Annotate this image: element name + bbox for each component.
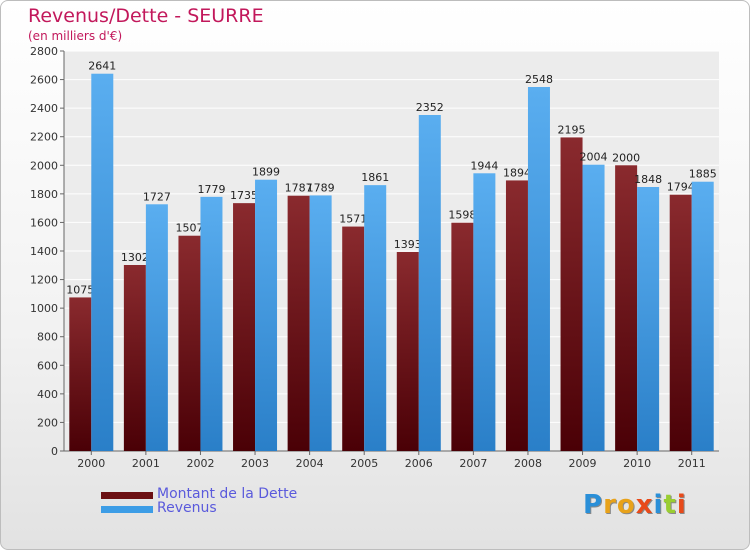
bar-dette	[342, 226, 365, 451]
x-tick-label: 2000	[77, 457, 105, 470]
y-tick-label: 1200	[30, 274, 58, 287]
bar-dette	[233, 203, 256, 451]
bar-revenus	[309, 195, 332, 451]
data-label-revenus: 1848	[634, 173, 662, 186]
data-label-revenus: 2352	[416, 101, 444, 114]
x-tick-label: 2001	[132, 457, 160, 470]
data-label-dette: 2195	[558, 123, 586, 136]
bar-revenus	[255, 179, 278, 451]
data-label-dette: 1894	[503, 166, 531, 179]
bar-dette	[178, 235, 201, 451]
bar-dette	[123, 265, 146, 451]
y-tick-label: 1400	[30, 245, 58, 258]
y-tick-label: 1600	[30, 216, 58, 229]
data-label-dette: 1075	[66, 283, 94, 296]
bar-revenus	[200, 196, 223, 451]
x-tick-label: 2004	[296, 457, 324, 470]
chart-subtitle: (en milliers d'€)	[28, 29, 123, 43]
data-label-revenus: 1789	[307, 181, 335, 194]
y-tick-label: 2200	[30, 131, 58, 144]
data-label-dette: 1302	[121, 251, 149, 264]
y-tick-label: 1800	[30, 188, 58, 201]
y-tick-label: 2400	[30, 102, 58, 115]
bar-dette	[669, 194, 692, 451]
y-tick-label: 2800	[30, 45, 58, 58]
legend-label-revenus: Revenus	[157, 500, 217, 516]
x-tick-label: 2008	[514, 457, 542, 470]
x-tick-label: 2005	[350, 457, 378, 470]
y-tick-label: 2600	[30, 74, 58, 87]
x-tick-label: 2006	[405, 457, 433, 470]
bar-revenus	[691, 181, 714, 451]
data-label-dette: 2000	[612, 151, 640, 164]
data-label-revenus: 1944	[470, 159, 498, 172]
data-label-revenus: 1861	[361, 171, 389, 184]
y-tick-label: 1000	[30, 302, 58, 315]
data-label-revenus: 1899	[252, 166, 280, 179]
x-tick-label: 2003	[241, 457, 269, 470]
data-label-revenus: 1885	[689, 168, 717, 181]
bar-dette	[69, 297, 92, 451]
legend-swatch-revenus	[101, 506, 153, 513]
bar-dette	[287, 195, 310, 451]
bar-revenus	[364, 185, 387, 451]
data-label-dette: 1571	[339, 213, 367, 226]
bar-revenus	[91, 73, 114, 451]
data-label-revenus: 2641	[88, 60, 116, 73]
y-tick-label: 600	[37, 359, 58, 372]
bar-dette	[451, 222, 474, 451]
legend-label-dette: Montant de la Dette	[157, 486, 298, 502]
bar-dette	[615, 165, 638, 452]
data-label-revenus: 2004	[580, 151, 608, 164]
data-label-revenus: 2548	[525, 73, 553, 86]
data-label-dette: 1787	[285, 182, 313, 195]
data-label-dette: 1393	[394, 238, 422, 251]
data-label-dette: 1598	[448, 209, 476, 222]
x-tick-label: 2010	[623, 457, 651, 470]
data-label-revenus: 1779	[197, 183, 225, 196]
y-tick-label: 800	[37, 331, 58, 344]
bar-revenus	[145, 204, 168, 451]
data-label-dette: 1794	[667, 181, 695, 194]
bar-revenus	[637, 187, 660, 451]
data-label-dette: 1507	[175, 222, 203, 235]
x-tick-label: 2002	[186, 457, 214, 470]
bar-revenus	[527, 87, 550, 451]
y-tick-label: 0	[51, 445, 58, 458]
data-label-dette: 1735	[230, 189, 258, 202]
bar-revenus	[418, 115, 441, 451]
y-tick-label: 200	[37, 416, 58, 429]
x-tick-label: 2007	[459, 457, 487, 470]
bar-revenus	[473, 173, 496, 452]
bar-dette	[560, 137, 583, 451]
bar-dette	[505, 180, 528, 451]
data-label-revenus: 1727	[143, 190, 171, 203]
bar-dette	[396, 252, 419, 451]
x-tick-label: 2009	[569, 457, 597, 470]
bar-revenus	[582, 164, 605, 451]
x-tick-label: 2011	[678, 457, 706, 470]
chart-title: Revenus/Dette - SEURRE	[28, 5, 264, 27]
legend-swatch-dette	[101, 492, 153, 499]
proxiti-logo: Proxiti	[583, 490, 687, 520]
y-tick-label: 2000	[30, 159, 58, 172]
y-tick-label: 400	[37, 388, 58, 401]
